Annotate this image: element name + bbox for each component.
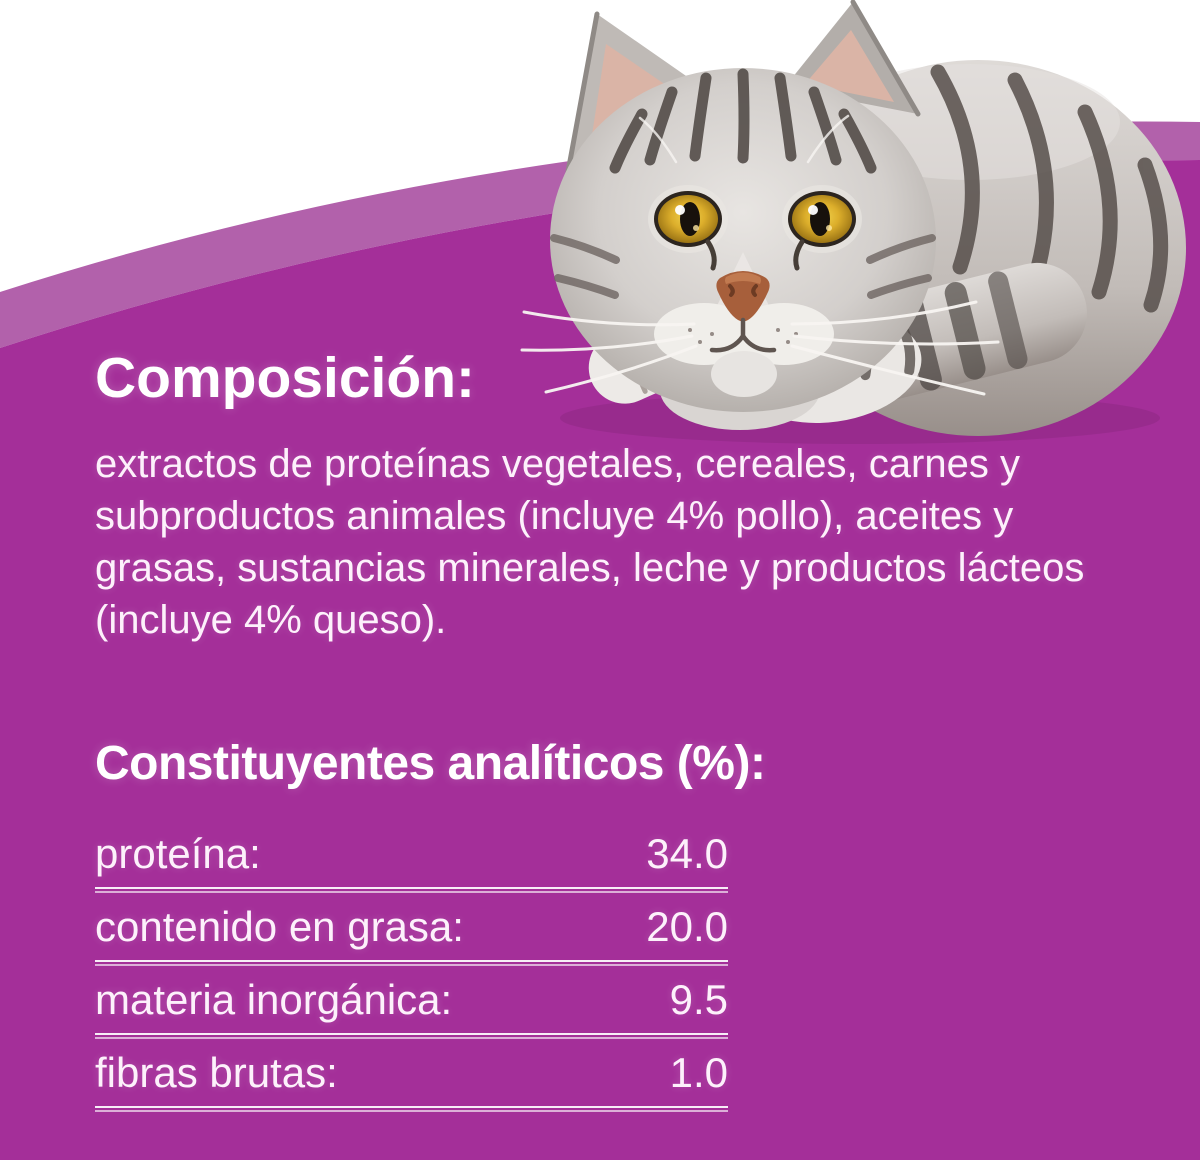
row-separator [95, 960, 728, 966]
composition-body: extractos de proteínas vegetales, cereal… [95, 438, 1084, 646]
row-label: fibras brutas: [95, 1049, 338, 1096]
table-row: materia inorgánica: 9.5 [95, 966, 728, 1033]
composition-line: subproductos animales (incluye 4% pollo)… [95, 494, 1014, 538]
row-value: 9.5 [669, 976, 728, 1023]
row-value: 20.0 [646, 903, 728, 950]
cat-mouth [709, 317, 777, 353]
row-label: proteína: [95, 830, 261, 877]
row-separator [95, 1106, 728, 1112]
analytical-table: proteína: 34.0 contenido en grasa: 20.0 … [95, 820, 728, 1112]
row-separator [95, 887, 728, 893]
cat-whiskers [520, 300, 1000, 396]
cat-head [520, 68, 1000, 412]
cat-chin [711, 351, 777, 397]
table-row: contenido en grasa: 20.0 [95, 893, 728, 960]
cat-eye-right [788, 191, 856, 247]
row-label: contenido en grasa: [95, 903, 464, 950]
cat-forehead-stripes [609, 68, 877, 174]
row-separator [95, 1033, 728, 1039]
composition-heading: Composición: [95, 346, 475, 410]
row-value: 1.0 [669, 1049, 728, 1096]
table-row: proteína: 34.0 [95, 820, 728, 887]
cat-cheek-stripes [550, 234, 936, 299]
analytical-heading: Constituyentes analíticos (%): [95, 737, 766, 790]
cat-nose [716, 271, 770, 322]
cat-eye-left [654, 191, 722, 247]
cat-photo [520, 0, 1186, 444]
composition-line: extractos de proteínas vegetales, cereal… [95, 442, 1020, 486]
table-row: fibras brutas: 1.0 [95, 1039, 728, 1106]
row-value: 34.0 [646, 830, 728, 877]
composition-line: (incluye 4% queso). [95, 598, 447, 642]
composition-line: grasas, sustancias minerales, leche y pr… [95, 546, 1085, 590]
row-label: materia inorgánica: [95, 976, 453, 1023]
